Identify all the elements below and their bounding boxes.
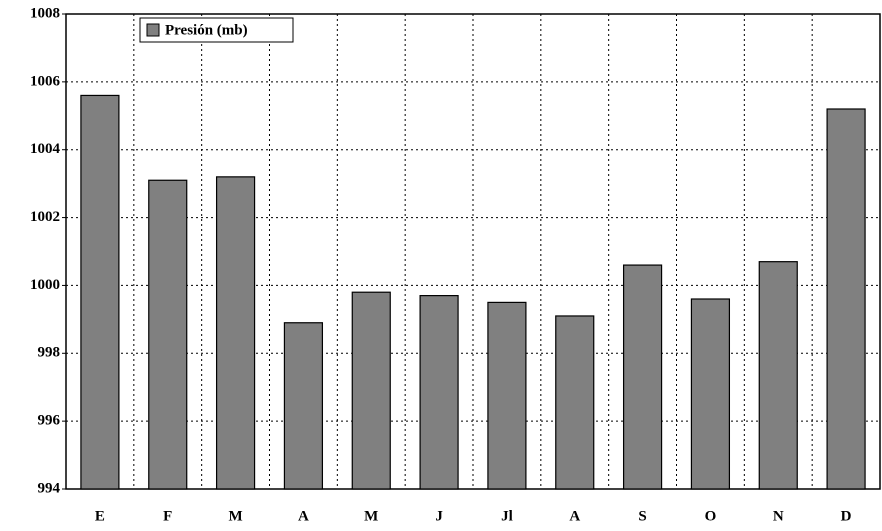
bar [351, 291, 391, 490]
bar [283, 322, 324, 490]
y-tick-label: 1002 [30, 209, 60, 225]
x-tick-label: A [569, 508, 580, 524]
legend-swatch [146, 23, 160, 37]
y-tick-label: 1008 [30, 5, 60, 21]
x-tick-label: E [95, 508, 105, 524]
y-tick-label: 994 [38, 480, 61, 496]
bar [690, 298, 731, 490]
y-tick-label: 996 [38, 413, 61, 429]
legend-label: Presión (mb) [165, 22, 248, 38]
x-tick-label: F [163, 508, 172, 524]
bar [758, 261, 798, 490]
legend-box [139, 17, 294, 43]
bar [555, 315, 595, 490]
x-tick-label: O [705, 508, 717, 524]
x-tick-label: A [298, 508, 309, 524]
bar [80, 94, 120, 490]
x-tick-label: N [773, 508, 784, 524]
bar [622, 264, 663, 490]
y-tick-label: 1006 [30, 73, 61, 89]
bar [215, 176, 256, 490]
bar [148, 179, 188, 490]
bar [487, 301, 527, 490]
bar [826, 108, 866, 490]
x-tick-label: D [841, 508, 852, 524]
y-tick-label: 998 [38, 345, 61, 361]
x-tick-label: S [638, 508, 646, 524]
x-tick-label: M [364, 508, 378, 524]
y-tick-label: 1000 [30, 277, 60, 293]
x-tick-label: Jl [501, 508, 513, 524]
y-tick-label: 1004 [30, 141, 61, 157]
x-tick-label: M [228, 508, 242, 524]
bar [419, 295, 459, 490]
x-tick-label: J [435, 508, 443, 524]
